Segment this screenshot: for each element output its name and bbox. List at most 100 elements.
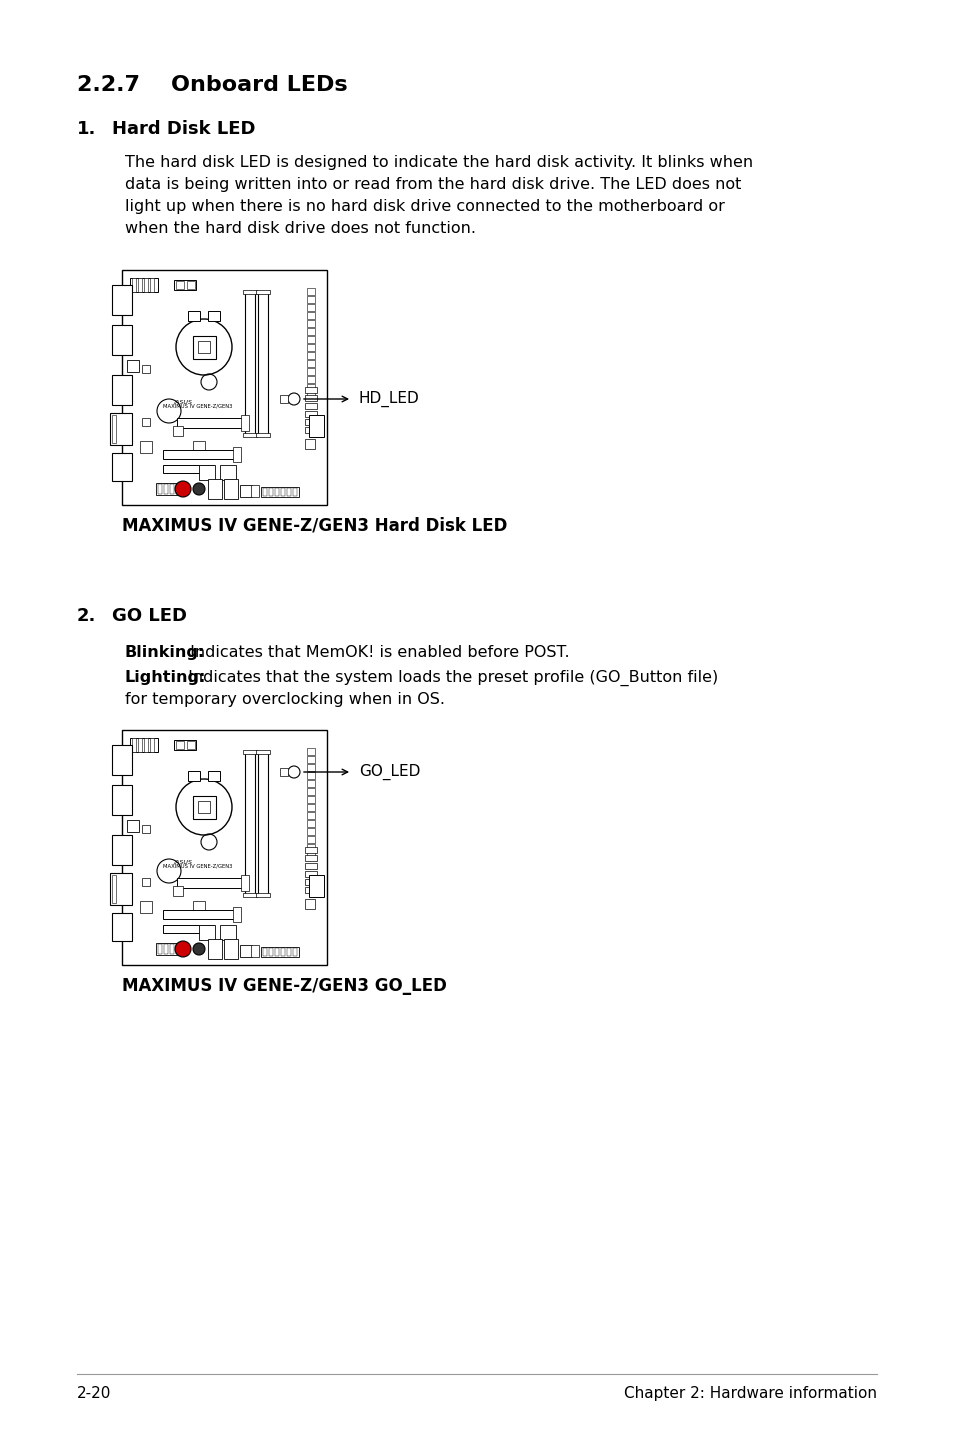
Text: light up when there is no hard disk drive connected to the motherboard or: light up when there is no hard disk driv… xyxy=(125,198,724,214)
Bar xyxy=(307,352,314,360)
Bar xyxy=(305,879,316,884)
Bar xyxy=(255,751,270,754)
Text: MAXIMUS IV GENE-Z/GEN3 GO_LED: MAXIMUS IV GENE-Z/GEN3 GO_LED xyxy=(122,976,446,995)
Bar xyxy=(305,395,316,401)
Bar xyxy=(175,485,180,495)
Bar xyxy=(220,464,235,480)
Text: MAXIMUS IV GENE-Z/GEN3: MAXIMUS IV GENE-Z/GEN3 xyxy=(163,403,233,408)
Bar xyxy=(305,411,316,417)
Bar xyxy=(112,325,132,355)
Bar xyxy=(156,483,184,495)
Bar xyxy=(307,851,314,858)
Bar xyxy=(224,479,237,499)
Bar xyxy=(240,485,252,498)
Bar xyxy=(177,879,242,889)
Text: 2.2.7    Onboard LEDs: 2.2.7 Onboard LEDs xyxy=(77,75,347,95)
Text: Hard Disk LED: Hard Disk LED xyxy=(112,119,255,138)
Bar xyxy=(287,948,291,956)
Bar xyxy=(130,738,158,752)
Bar xyxy=(305,899,314,909)
Text: HD_LED: HD_LED xyxy=(358,391,419,407)
Bar xyxy=(245,293,254,434)
Text: for temporary overclocking when in OS.: for temporary overclocking when in OS. xyxy=(125,692,444,707)
Bar xyxy=(261,487,298,498)
Bar xyxy=(307,756,314,764)
Bar xyxy=(198,341,210,352)
Bar xyxy=(164,485,168,495)
Bar xyxy=(170,485,173,495)
Bar xyxy=(188,771,200,781)
Bar xyxy=(138,738,142,752)
Bar xyxy=(132,278,136,292)
Bar xyxy=(144,738,148,752)
Bar xyxy=(175,280,184,289)
Bar xyxy=(243,893,256,897)
Text: 1.: 1. xyxy=(77,119,96,138)
Bar xyxy=(127,820,139,833)
Bar xyxy=(269,487,273,496)
Bar xyxy=(307,835,314,843)
Bar xyxy=(274,948,278,956)
Bar xyxy=(274,487,278,496)
Bar xyxy=(293,948,296,956)
Bar xyxy=(158,943,162,953)
Text: Lighting:: Lighting: xyxy=(125,670,206,684)
Bar xyxy=(243,751,256,754)
Bar xyxy=(251,485,258,498)
Bar xyxy=(193,902,205,913)
Bar xyxy=(280,395,288,403)
Bar xyxy=(198,801,210,812)
Bar xyxy=(307,328,314,335)
Bar xyxy=(309,874,324,897)
Bar xyxy=(112,285,132,315)
Bar xyxy=(172,886,183,896)
Bar xyxy=(309,416,324,437)
Text: /ASUS: /ASUS xyxy=(172,398,192,404)
Bar xyxy=(243,290,256,293)
Bar xyxy=(122,731,327,965)
Bar xyxy=(233,907,241,922)
Bar xyxy=(138,278,142,292)
Bar xyxy=(208,939,222,959)
Bar xyxy=(245,754,254,894)
Bar xyxy=(293,487,296,496)
Bar xyxy=(255,290,270,293)
Bar xyxy=(263,948,267,956)
Bar xyxy=(144,278,148,292)
Text: MAXIMUS IV GENE-Z/GEN3 Hard Disk LED: MAXIMUS IV GENE-Z/GEN3 Hard Disk LED xyxy=(122,518,507,535)
Bar xyxy=(112,874,116,903)
Bar xyxy=(280,768,288,777)
Text: Indicates that MemOK! is enabled before POST.: Indicates that MemOK! is enabled before … xyxy=(185,646,569,660)
Bar xyxy=(224,939,237,959)
Bar xyxy=(233,447,241,462)
Bar xyxy=(307,788,314,795)
Bar xyxy=(163,450,233,459)
Bar xyxy=(170,943,173,953)
Bar xyxy=(257,293,268,434)
Text: GO_LED: GO_LED xyxy=(358,764,420,779)
Bar xyxy=(241,416,249,431)
Bar xyxy=(112,745,132,775)
Bar xyxy=(199,464,214,480)
Bar xyxy=(187,741,194,749)
Bar xyxy=(269,948,273,956)
Bar xyxy=(193,336,215,360)
Bar xyxy=(305,403,316,408)
Text: GO LED: GO LED xyxy=(112,607,187,626)
Bar xyxy=(140,902,152,913)
Text: data is being written into or read from the hard disk drive. The LED does not: data is being written into or read from … xyxy=(125,177,740,193)
Bar xyxy=(255,893,270,897)
Bar xyxy=(193,441,205,453)
Bar xyxy=(307,336,314,344)
Bar xyxy=(257,754,268,894)
Bar xyxy=(261,948,298,958)
Bar xyxy=(220,925,235,940)
Bar xyxy=(240,945,252,958)
Bar xyxy=(307,288,314,295)
Bar xyxy=(175,943,180,953)
Bar xyxy=(110,873,132,905)
Bar xyxy=(188,311,200,321)
Bar xyxy=(307,312,314,319)
Bar xyxy=(307,321,314,326)
Bar xyxy=(173,741,195,751)
